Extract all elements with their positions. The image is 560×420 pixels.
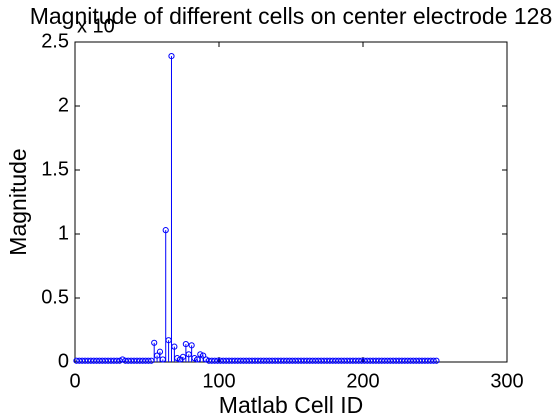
- y-tick-label: 2: [58, 94, 69, 116]
- stem-marker: [156, 348, 164, 355]
- stem-marker: [191, 355, 198, 362]
- stem-marker: [171, 343, 178, 350]
- x-axis-label: Matlab Cell ID: [219, 392, 363, 418]
- y-tick-label: 2.5: [41, 30, 69, 52]
- stem-marker: [151, 339, 158, 346]
- chart-title: Magnitude of different cells on center e…: [30, 3, 553, 29]
- stem-marker: [162, 227, 169, 234]
- stem-marker: [433, 357, 440, 364]
- stem-marker: [202, 356, 210, 363]
- y-tick-label: 0: [58, 350, 69, 372]
- exponent-label: x 10: [77, 15, 115, 37]
- y-tick-label: 1.5: [41, 158, 69, 180]
- stem-marker: [182, 340, 189, 348]
- stem-marker: [174, 355, 181, 362]
- x-tick-label: 200: [346, 370, 379, 392]
- x-tick-label: 0: [69, 370, 80, 392]
- stem-marker: [197, 351, 204, 358]
- stem-marker: [119, 356, 126, 363]
- y-axis-label: Magnitude: [5, 148, 31, 255]
- stem-marker: [200, 352, 207, 359]
- stem-marker: [188, 342, 195, 349]
- y-tick-label: 1: [58, 222, 69, 244]
- x-tick-label: 300: [490, 370, 523, 392]
- plot-area: [74, 41, 508, 363]
- x-tick-label: 100: [202, 370, 235, 392]
- y-tick-label: 0.5: [41, 286, 69, 308]
- stem-marker: [168, 52, 175, 60]
